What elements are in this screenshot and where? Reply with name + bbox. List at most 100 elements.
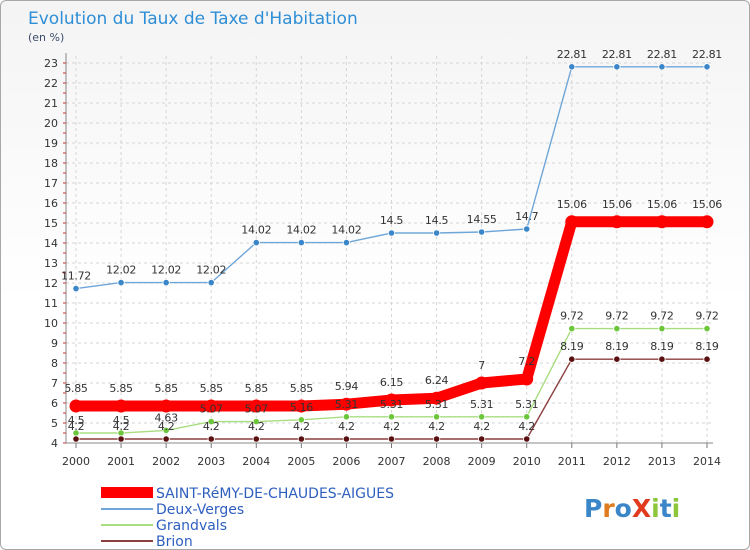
data-label: 12.02 [151,264,181,277]
data-point [69,399,83,413]
data-label: 5.94 [335,380,359,393]
data-label: 15.06 [647,198,677,211]
y-tick-label: 10 [44,317,58,330]
data-point [252,239,260,247]
data-point [342,435,351,443]
data-point [72,284,80,293]
data-label: 4.2 [473,420,490,433]
data-label: 8.19 [560,340,584,353]
data-point [117,278,125,287]
data-point [162,278,170,287]
logo-letter: P [584,494,602,523]
data-point [297,435,305,443]
data-label: 12.02 [106,264,136,277]
logo-letter: o [615,494,632,523]
data-label: 6.15 [380,376,404,389]
data-label: 11.72 [61,270,91,283]
data-point [658,63,666,71]
data-label: 14.02 [331,224,361,237]
data-point [387,435,396,443]
x-tick-label: 2003 [197,455,225,468]
data-point [703,324,711,333]
y-tick-label: 19 [44,137,58,150]
data-point [252,435,260,443]
y-tick-label: 6 [51,397,58,410]
data-label: 12.02 [196,264,226,277]
x-tick-label: 2012 [603,455,631,468]
y-tick-label: 23 [44,57,58,70]
x-tick-label: 2001 [107,455,135,468]
data-point [523,435,531,443]
y-tick-label: 12 [44,277,58,290]
x-tick-label: 2006 [332,455,360,468]
data-label: 4.2 [293,420,310,433]
data-point [478,228,486,236]
data-label: 14.02 [241,224,271,237]
data-point [613,355,621,363]
data-label: 5.85 [154,382,178,395]
data-point [159,399,173,413]
logo-letter: t [660,494,672,523]
y-tick-label: 8 [51,357,58,370]
y-tick-label: 9 [51,337,58,350]
data-label: 7.2 [518,355,535,368]
data-label: 22.81 [692,48,722,61]
x-tick-label: 2004 [242,455,270,468]
y-tick-label: 20 [44,117,58,130]
data-label: 4.2 [383,420,400,433]
y-axis-unit-label: (en %) [28,31,64,44]
data-label: 4.5 [68,414,85,427]
data-label: 14.5 [425,214,449,227]
x-tick-label: 2000 [62,455,90,468]
y-tick-label: 22 [44,77,58,90]
data-label: 5.31 [470,398,493,411]
legend-swatch [101,487,153,498]
y-tick-label: 21 [44,97,58,110]
data-point [72,435,80,443]
data-point [385,393,398,407]
data-point [655,215,669,229]
data-point [610,215,624,229]
x-tick-label: 2005 [287,455,315,468]
data-label: 5.85 [109,382,133,395]
x-tick-label: 2009 [468,455,496,468]
y-tick-label: 16 [44,197,58,210]
data-label: 7 [478,359,485,372]
data-point [339,397,353,411]
data-point [249,399,263,413]
legend: SAINT-RéMY-DE-CHAUDES-AIGUESDeux-VergesG… [101,486,394,549]
y-tick-label: 15 [44,217,58,230]
data-label: 8.19 [650,340,674,353]
data-label: 6.24 [425,374,449,387]
data-point [565,215,579,229]
data-label: 8.19 [605,340,629,353]
logo-letter: i [672,494,681,523]
proxiti-logo: ProXiti [584,494,680,523]
data-label: 5.85 [64,382,88,395]
data-point [432,413,441,421]
data-point [700,215,714,229]
x-tick-label: 2007 [378,455,406,468]
data-label: 5.07 [200,403,224,416]
data-label: 5.31 [425,398,448,411]
data-point [478,435,486,443]
data-point [478,413,486,421]
data-label: 4.2 [68,420,85,433]
data-point [342,239,351,247]
data-label: 5.31 [380,398,403,411]
data-label: 9.72 [605,310,628,323]
data-label: 4.2 [428,420,445,433]
data-label: 9.72 [560,310,583,323]
data-point [658,355,666,363]
data-label: 5.85 [290,382,314,395]
legend-label: Deux-Verges [156,502,244,518]
data-point [520,372,534,386]
legend-label: Grandvals [156,518,227,534]
data-point [117,435,125,443]
data-label: 14.02 [286,224,316,237]
data-label: 9.72 [650,310,673,323]
data-point [387,413,396,421]
data-label: 14.5 [380,214,404,227]
y-tick-label: 5 [51,417,58,430]
